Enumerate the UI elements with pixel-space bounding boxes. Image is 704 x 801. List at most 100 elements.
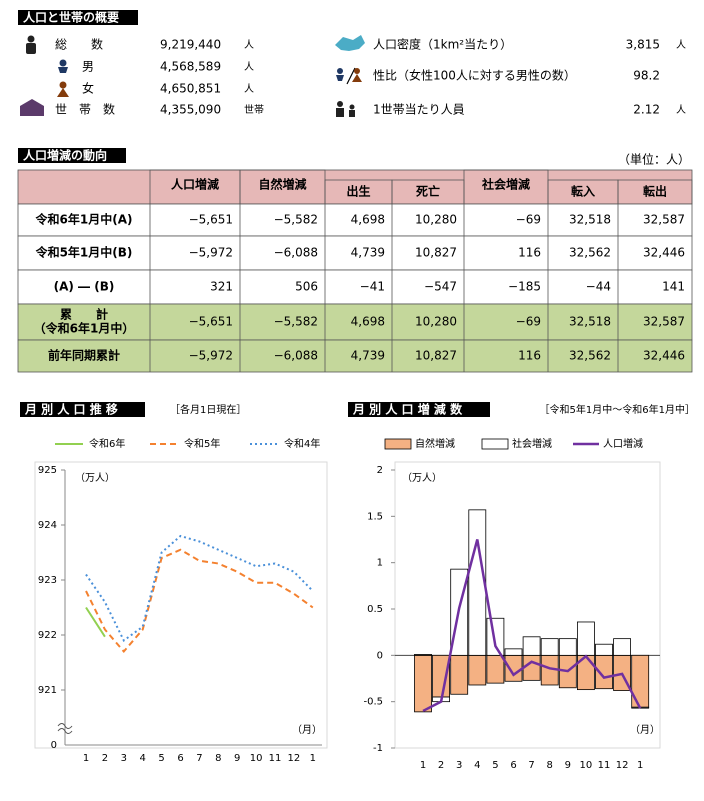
summary-value: 4,568,589 bbox=[160, 60, 221, 74]
icons bbox=[20, 35, 365, 117]
plot-frame bbox=[394, 461, 661, 749]
table-cell: 32,518 bbox=[569, 315, 611, 329]
table-cell: −5,582 bbox=[274, 315, 318, 329]
section-banner bbox=[18, 148, 126, 163]
summary-value: 4,650,851 bbox=[160, 82, 221, 96]
bar bbox=[486, 617, 505, 656]
table-cell: −6,088 bbox=[274, 246, 318, 260]
bar bbox=[486, 654, 505, 684]
bar bbox=[468, 509, 487, 656]
legend-label: 社会増減 bbox=[512, 437, 552, 450]
bar bbox=[522, 654, 541, 681]
x-tick-label: 3 bbox=[456, 760, 462, 771]
summary-label: 人口密度（1km²当たり） bbox=[373, 37, 512, 52]
table-cell: −5,582 bbox=[274, 213, 318, 227]
legend-label: 令和5年 bbox=[184, 437, 220, 450]
y-tick-label: 923 bbox=[38, 575, 57, 586]
table-cell: −547 bbox=[424, 280, 457, 294]
table-row bbox=[17, 235, 693, 271]
x-tick-label: 6 bbox=[510, 760, 516, 771]
y-tick-label: 921 bbox=[38, 685, 57, 696]
y-axis-floor: 0 bbox=[51, 740, 57, 751]
row-label: 累 計 bbox=[60, 307, 108, 322]
table-row bbox=[17, 339, 693, 373]
row-label: （令和6年1月中） bbox=[34, 321, 135, 336]
bar bbox=[414, 654, 432, 656]
legend-label: 自然増減 bbox=[415, 437, 455, 450]
row-label: 令和5年1月中(B) bbox=[35, 245, 133, 260]
y-unit: （万人） bbox=[75, 472, 115, 484]
summary-value: 4,355,090 bbox=[160, 103, 221, 117]
summary-unit: 世帯 bbox=[244, 103, 264, 116]
x-tick-label: 5 bbox=[158, 753, 164, 764]
chart-subtitle: ［各月1日現在］ bbox=[170, 403, 246, 416]
x-unit: （月） bbox=[630, 724, 660, 736]
axis-break bbox=[57, 723, 73, 734]
summary-unit: 人 bbox=[244, 83, 254, 95]
table-cell: −69 bbox=[516, 315, 541, 329]
legend-label: 令和6年 bbox=[89, 437, 125, 450]
bar bbox=[613, 638, 631, 656]
bar bbox=[558, 638, 577, 656]
table-cell: 4,698 bbox=[351, 213, 385, 227]
x-tick-label: 1 bbox=[310, 753, 316, 764]
table-cell: −5,972 bbox=[189, 246, 233, 260]
x-tick-label: 8 bbox=[547, 760, 553, 771]
y-tick-label: 0.5 bbox=[367, 604, 383, 615]
y-tick-label: 0 bbox=[377, 650, 383, 661]
series-line bbox=[85, 606, 106, 638]
summary-unit: 人 bbox=[244, 61, 254, 73]
x-tick-label: 9 bbox=[565, 760, 571, 771]
x-tick-label: 3 bbox=[121, 753, 127, 764]
chart-subtitle: ［令和5年1月中～令和6年1月中］ bbox=[540, 403, 695, 416]
y-tick-label: 2 bbox=[377, 465, 383, 476]
table-cell: 32,587 bbox=[643, 213, 685, 227]
x-tick-label: 5 bbox=[492, 760, 498, 771]
table-cell: 32,446 bbox=[643, 349, 685, 363]
section-title: 月 別 人 口 推 移 bbox=[24, 402, 118, 417]
x-tick-label: 9 bbox=[234, 753, 240, 764]
legend-label: 人口増減 bbox=[603, 437, 643, 450]
table-cell: 32,446 bbox=[643, 246, 685, 260]
summary-label: 総 数 bbox=[55, 37, 103, 52]
bar bbox=[540, 638, 559, 656]
bar bbox=[577, 621, 595, 656]
y-tick-label: 1 bbox=[377, 558, 383, 569]
section-banner bbox=[18, 10, 138, 25]
series-line bbox=[85, 548, 314, 654]
bar bbox=[595, 643, 613, 656]
section-title: 人口増減の動向 bbox=[23, 148, 107, 163]
y-tick-label: 925 bbox=[38, 465, 57, 476]
table-cell: −5,651 bbox=[189, 213, 233, 227]
summary-label: 世 帯 数 bbox=[55, 102, 115, 117]
table-cell: 4,739 bbox=[351, 246, 385, 260]
table-cell: −41 bbox=[360, 280, 385, 294]
summary-value: 3,815 bbox=[626, 38, 660, 52]
legend-label: 令和4年 bbox=[284, 437, 320, 450]
table-row bbox=[17, 303, 693, 341]
bar bbox=[450, 654, 469, 695]
table-cell: 32,562 bbox=[569, 349, 611, 363]
series-line bbox=[422, 539, 642, 713]
summary-value: 98.2 bbox=[633, 69, 660, 83]
y-unit: （万人） bbox=[402, 472, 442, 484]
x-tick-label: 11 bbox=[269, 753, 282, 764]
table-cell: 506 bbox=[295, 280, 318, 294]
summary-value: 9,219,440 bbox=[160, 38, 221, 52]
table-cell: −69 bbox=[516, 213, 541, 227]
bar bbox=[414, 654, 432, 713]
table-cell: 10,827 bbox=[415, 246, 457, 260]
summary-unit: 人 bbox=[676, 104, 686, 116]
header-text: 社会増減 bbox=[481, 177, 530, 192]
header-text: 転入 bbox=[571, 184, 595, 199]
summary-unit: 人 bbox=[676, 39, 686, 51]
x-tick-label: 4 bbox=[474, 760, 480, 771]
table-unit: （単位：人） bbox=[618, 152, 690, 167]
y-tick-label: 922 bbox=[38, 630, 57, 641]
x-tick-label: 7 bbox=[196, 753, 202, 764]
table-cell: −5,651 bbox=[189, 315, 233, 329]
table-cell: −5,972 bbox=[189, 349, 233, 363]
x-tick-label: 1 bbox=[420, 760, 426, 771]
x-tick-label: 10 bbox=[580, 760, 593, 771]
